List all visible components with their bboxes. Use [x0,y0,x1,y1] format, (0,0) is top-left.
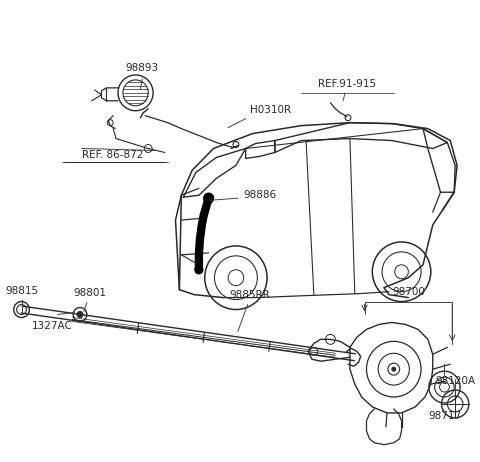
Text: REF. 86-872: REF. 86-872 [83,151,144,160]
Circle shape [204,193,214,203]
Text: 1327AC: 1327AC [32,322,73,331]
Text: 9885RR: 9885RR [229,290,270,299]
Text: H0310R: H0310R [250,105,291,115]
Circle shape [392,367,396,371]
Circle shape [77,311,83,317]
Text: 98801: 98801 [73,288,106,298]
Text: 98700: 98700 [392,286,425,297]
Text: 98886: 98886 [244,190,277,200]
Circle shape [195,266,203,274]
Text: 98717: 98717 [428,411,461,421]
Text: REF.91-915: REF.91-915 [318,79,376,89]
Text: 98815: 98815 [5,286,38,296]
Text: 98120A: 98120A [435,376,475,386]
Text: 98893: 98893 [126,63,159,73]
